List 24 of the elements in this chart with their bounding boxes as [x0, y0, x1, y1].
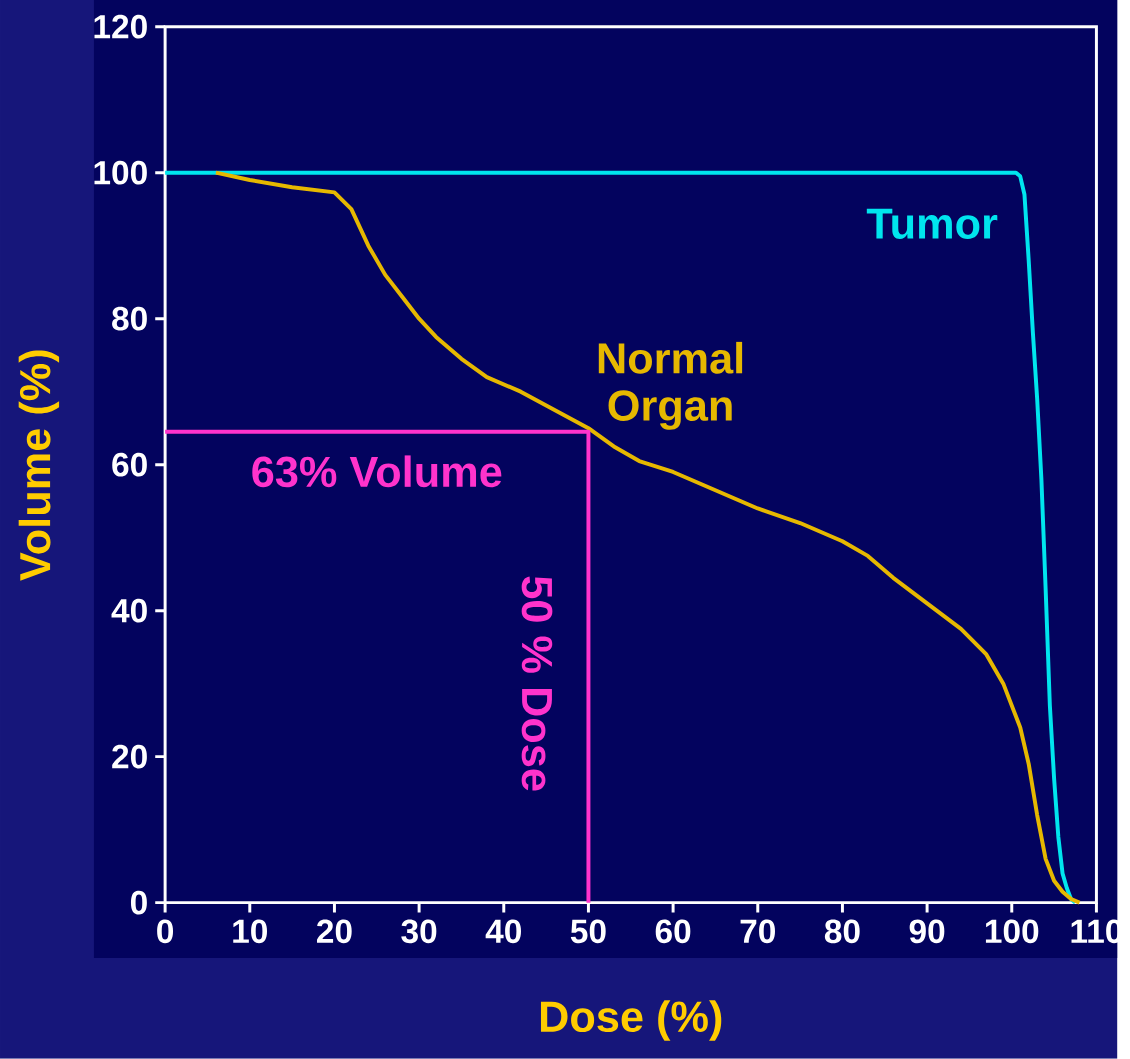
x-tick-label: 0: [157, 919, 174, 944]
y-tick-label: 100: [94, 160, 147, 185]
x-tick-label: 80: [824, 919, 860, 944]
x-tick-label: 100: [985, 919, 1039, 944]
x-tick-label: 10: [233, 919, 268, 944]
y-tick-label: 0: [130, 890, 147, 915]
x-tick-label: 50: [570, 919, 606, 944]
y-tick-label: 60: [112, 452, 147, 477]
x-axis-title: Dose (%): [540, 1000, 722, 1041]
x-tick-label: 40: [485, 919, 522, 944]
x-tick-label: 60: [655, 919, 691, 944]
y-tick-label: 120: [94, 14, 147, 39]
y-tick-label: 20: [112, 744, 147, 769]
y-axis-title: Volume (%): [18, 350, 60, 581]
x-tick-label: 20: [316, 919, 352, 944]
y-tick-label: 80: [112, 306, 147, 331]
annotation: 63% Volume: [252, 455, 502, 488]
x-tick-label: 30: [401, 919, 437, 944]
series-label: Normal Organ: [598, 341, 743, 430]
y-tick-label: 40: [111, 598, 147, 623]
annotation: 50 % Dose: [521, 576, 553, 791]
x-tick-label: 90: [909, 919, 945, 944]
x-tick-label: 70: [740, 919, 775, 944]
series-label: Tumor: [866, 208, 998, 239]
